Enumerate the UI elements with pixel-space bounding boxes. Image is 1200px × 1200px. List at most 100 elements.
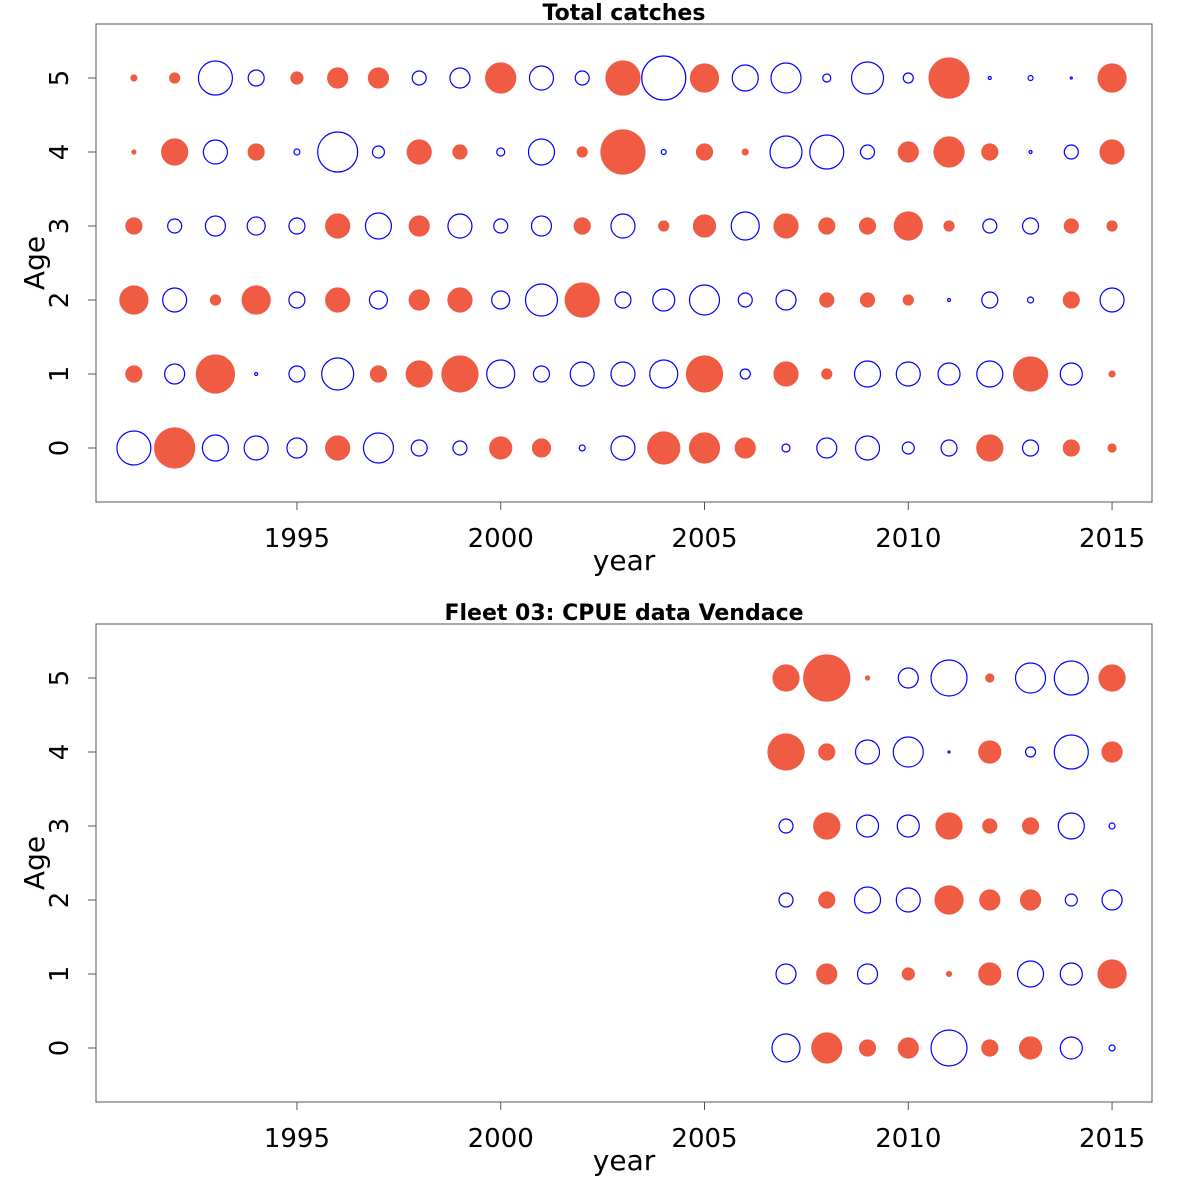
- bubble: [1021, 439, 1040, 457]
- bubble: [489, 436, 513, 460]
- bubble: [288, 291, 306, 309]
- bubble: [978, 962, 1002, 986]
- y-tick-label: 4: [45, 144, 75, 161]
- bubble: [934, 885, 964, 915]
- bubble: [164, 363, 186, 385]
- bubble: [1012, 356, 1049, 392]
- bubble: [649, 359, 679, 389]
- bubble: [131, 149, 137, 155]
- bubble: [162, 287, 188, 313]
- bubble: [167, 218, 183, 234]
- bubble: [486, 359, 516, 389]
- bubble: [775, 289, 797, 311]
- bubble: [933, 136, 965, 168]
- bubble: [209, 294, 222, 306]
- bubble: [1019, 889, 1042, 911]
- bubble: [605, 60, 641, 96]
- y-axis-label: Age: [18, 836, 51, 890]
- bubble: [811, 1032, 843, 1064]
- bubble: [368, 290, 389, 310]
- bubble: [1098, 664, 1126, 692]
- bubble: [981, 143, 999, 161]
- bubble: [660, 148, 667, 156]
- bubble: [809, 134, 845, 170]
- bubble: [405, 360, 433, 388]
- bubble: [853, 360, 882, 388]
- bubble: [161, 138, 189, 166]
- bubble: [1026, 296, 1035, 304]
- y-tick-label: 4: [45, 744, 75, 761]
- x-axis-label: year: [593, 1144, 656, 1177]
- bubble: [1028, 149, 1033, 155]
- bubble: [447, 213, 473, 239]
- bubble: [737, 292, 753, 308]
- bubble: [930, 659, 968, 697]
- bubble: [853, 886, 882, 914]
- bubble: [254, 371, 259, 377]
- bubble: [317, 131, 359, 173]
- bubble: [408, 289, 430, 311]
- bubble: [576, 146, 588, 158]
- bubble: [731, 64, 759, 92]
- bubble: [246, 216, 266, 236]
- y-tick-label: 0: [45, 440, 75, 457]
- bubble: [532, 365, 551, 383]
- bubble: [940, 439, 958, 457]
- bubble: [610, 213, 636, 239]
- bubble: [734, 437, 756, 459]
- bubble: [945, 970, 953, 978]
- bubble: [524, 283, 559, 317]
- bubble: [928, 57, 970, 99]
- bubble: [985, 673, 995, 683]
- bubble: [1057, 812, 1085, 840]
- bubble: [935, 812, 963, 840]
- bubble: [364, 212, 393, 240]
- bubble: [527, 138, 556, 166]
- bubble: [695, 143, 714, 161]
- bubble: [125, 365, 143, 383]
- bubble: [897, 141, 919, 163]
- bubble: [600, 129, 646, 175]
- bubble: [982, 218, 998, 234]
- bubble: [573, 217, 591, 235]
- bubble: [981, 291, 999, 309]
- bubble: [688, 432, 721, 464]
- bubble: [1097, 959, 1127, 989]
- bubble: [741, 148, 749, 156]
- bubble: [864, 675, 871, 681]
- bubble: [778, 892, 794, 908]
- bubble: [895, 361, 921, 387]
- bubble: [775, 963, 797, 985]
- bubble: [1108, 370, 1116, 378]
- bubble: [658, 220, 670, 232]
- bubble: [530, 215, 553, 237]
- bubble: [202, 139, 229, 165]
- y-tick-label: 1: [45, 966, 75, 983]
- bubble: [1059, 1036, 1083, 1060]
- bubble: [531, 438, 552, 458]
- bubble: [641, 55, 687, 101]
- bubble: [485, 62, 517, 94]
- bubble: [290, 71, 304, 85]
- y-tick-label: 2: [45, 292, 75, 309]
- bubble: [325, 435, 351, 461]
- bubble: [201, 434, 230, 462]
- bubble: [169, 72, 181, 84]
- bubble: [411, 70, 427, 86]
- bubble: [1108, 822, 1116, 830]
- y-tick-label: 5: [45, 670, 75, 687]
- bubble: [247, 69, 265, 87]
- bubble: [1021, 217, 1040, 235]
- bubble: [902, 72, 914, 84]
- bubble: [1107, 443, 1117, 453]
- bubble: [813, 812, 841, 840]
- bubble: [1062, 291, 1080, 309]
- bubble: [574, 70, 590, 86]
- bubble: [1063, 144, 1079, 160]
- bubble: [241, 285, 271, 315]
- bubble: [773, 213, 799, 239]
- bubble: [371, 145, 386, 159]
- bubble: [816, 437, 838, 459]
- x-tick-label: 1995: [264, 524, 330, 554]
- bubble: [614, 291, 632, 309]
